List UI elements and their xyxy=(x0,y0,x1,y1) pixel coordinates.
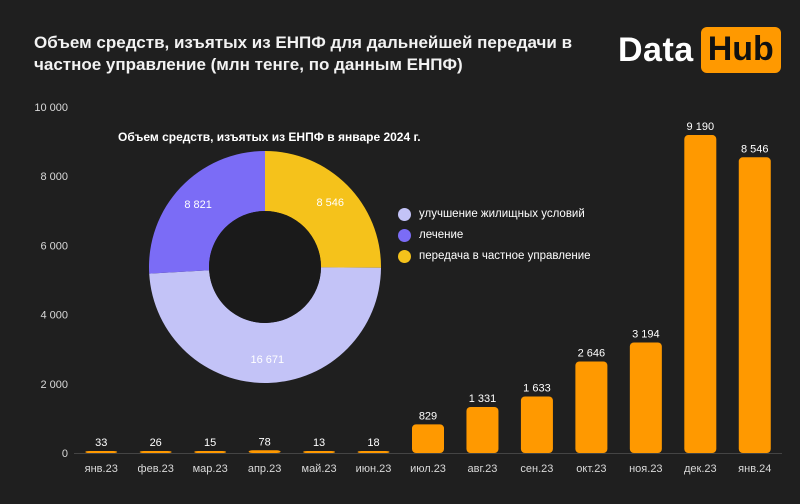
bar-value-label: 1 331 xyxy=(469,393,497,405)
donut-legend: улучшение жилищных условий лечение перед… xyxy=(398,204,591,266)
legend-label-treatment: лечение xyxy=(419,229,464,241)
x-tick-label: июн.23 xyxy=(356,463,392,475)
donut-hole xyxy=(209,211,321,323)
bar-value-label: 78 xyxy=(258,436,270,448)
y-tick-label: 6 000 xyxy=(40,240,68,252)
donut-slice xyxy=(149,151,265,274)
x-tick-label: янв.24 xyxy=(738,463,771,475)
bar-value-label: 2 646 xyxy=(578,347,606,359)
x-tick-label: сен.23 xyxy=(520,463,553,475)
x-tick-label: ноя.23 xyxy=(629,463,662,475)
donut-title: Объем средств, изъятых из ЕНПФ в январе … xyxy=(118,130,421,144)
donut-value-label: 16 671 xyxy=(251,354,285,366)
bar xyxy=(520,396,553,453)
bar-value-label: 3 194 xyxy=(632,328,660,340)
bar-value-label: 8 546 xyxy=(741,143,769,155)
bar-value-label: 15 xyxy=(204,437,216,449)
bar xyxy=(738,157,771,453)
y-tick-label: 10 000 xyxy=(34,102,68,114)
legend-item-private-management: передача в частное управление xyxy=(398,246,591,266)
bar-value-label: 18 xyxy=(367,437,379,449)
donut-slice xyxy=(149,267,381,384)
x-tick-label: мар.23 xyxy=(193,463,228,475)
y-tick-label: 8 000 xyxy=(40,171,68,183)
legend-marker-treatment xyxy=(398,228,411,242)
y-axis: 0 2 000 4 000 6 000 8 000 10 000 xyxy=(34,102,782,460)
bar-value-label: 829 xyxy=(419,410,437,422)
bar xyxy=(575,361,608,453)
legend-label-housing: улучшение жилищных условий xyxy=(419,208,585,220)
bar xyxy=(248,450,281,453)
donut-value-label: 8 821 xyxy=(184,199,212,211)
x-tick-label: фев.23 xyxy=(138,463,174,475)
bar xyxy=(85,451,118,453)
x-tick-label: авг.23 xyxy=(467,463,497,475)
bar xyxy=(466,406,499,453)
bar xyxy=(303,451,336,453)
legend-item-housing: улучшение жилищных условий xyxy=(398,204,591,224)
logo-data-text: Data xyxy=(618,30,694,69)
y-tick-label: 0 xyxy=(62,448,68,460)
bar xyxy=(684,135,717,453)
x-tick-label: янв.23 xyxy=(85,463,118,475)
x-tick-label: июл.23 xyxy=(410,463,446,475)
bar-series: 33 26 15 78 13 18 829 1 331 1 633 2 646 3 194 9 190… xyxy=(85,121,771,453)
logo-hub-text: Hub xyxy=(700,27,781,73)
legend-marker-housing xyxy=(398,207,411,221)
bar-value-label: 33 xyxy=(95,437,107,449)
bar-value-label: 9 190 xyxy=(687,121,715,133)
bar xyxy=(194,451,227,453)
bar-value-label: 1 633 xyxy=(523,382,551,394)
x-axis: янв.23 фев.23 мар.23 апр.23 май.23 июн.23 июл.… xyxy=(85,463,772,475)
legend-item-treatment: лечение xyxy=(398,225,591,245)
x-tick-label: апр.23 xyxy=(248,463,281,475)
x-tick-label: май.23 xyxy=(302,463,337,475)
bar xyxy=(357,451,390,453)
donut-slice xyxy=(265,151,382,268)
x-tick-label: дек.23 xyxy=(684,463,717,475)
bar-value-label: 13 xyxy=(313,437,325,449)
legend-marker-private-management xyxy=(398,249,411,263)
bar xyxy=(629,342,662,453)
y-tick-label: 2 000 xyxy=(40,379,68,391)
chart-title-line1: Объем средств, изъятых из ЕНПФ для дальн… xyxy=(34,33,573,52)
legend-label-private-management: передача в частное управление xyxy=(419,250,591,262)
bar-value-label: 26 xyxy=(150,437,162,449)
donut-value-label: 8 546 xyxy=(317,197,345,209)
y-tick-label: 4 000 xyxy=(40,310,68,322)
bar xyxy=(412,424,444,453)
chart-title: Объем средств, изъятых из ЕНПФ для дальн… xyxy=(34,32,574,76)
datahub-logo: Data Hub xyxy=(618,26,781,74)
donut-chart: 8 546 16 671 8 821 xyxy=(149,151,382,384)
chart-title-line2: частное управление (млн тенге, по данным… xyxy=(34,55,463,74)
bar xyxy=(139,451,172,453)
x-tick-label: окт.23 xyxy=(576,463,606,475)
